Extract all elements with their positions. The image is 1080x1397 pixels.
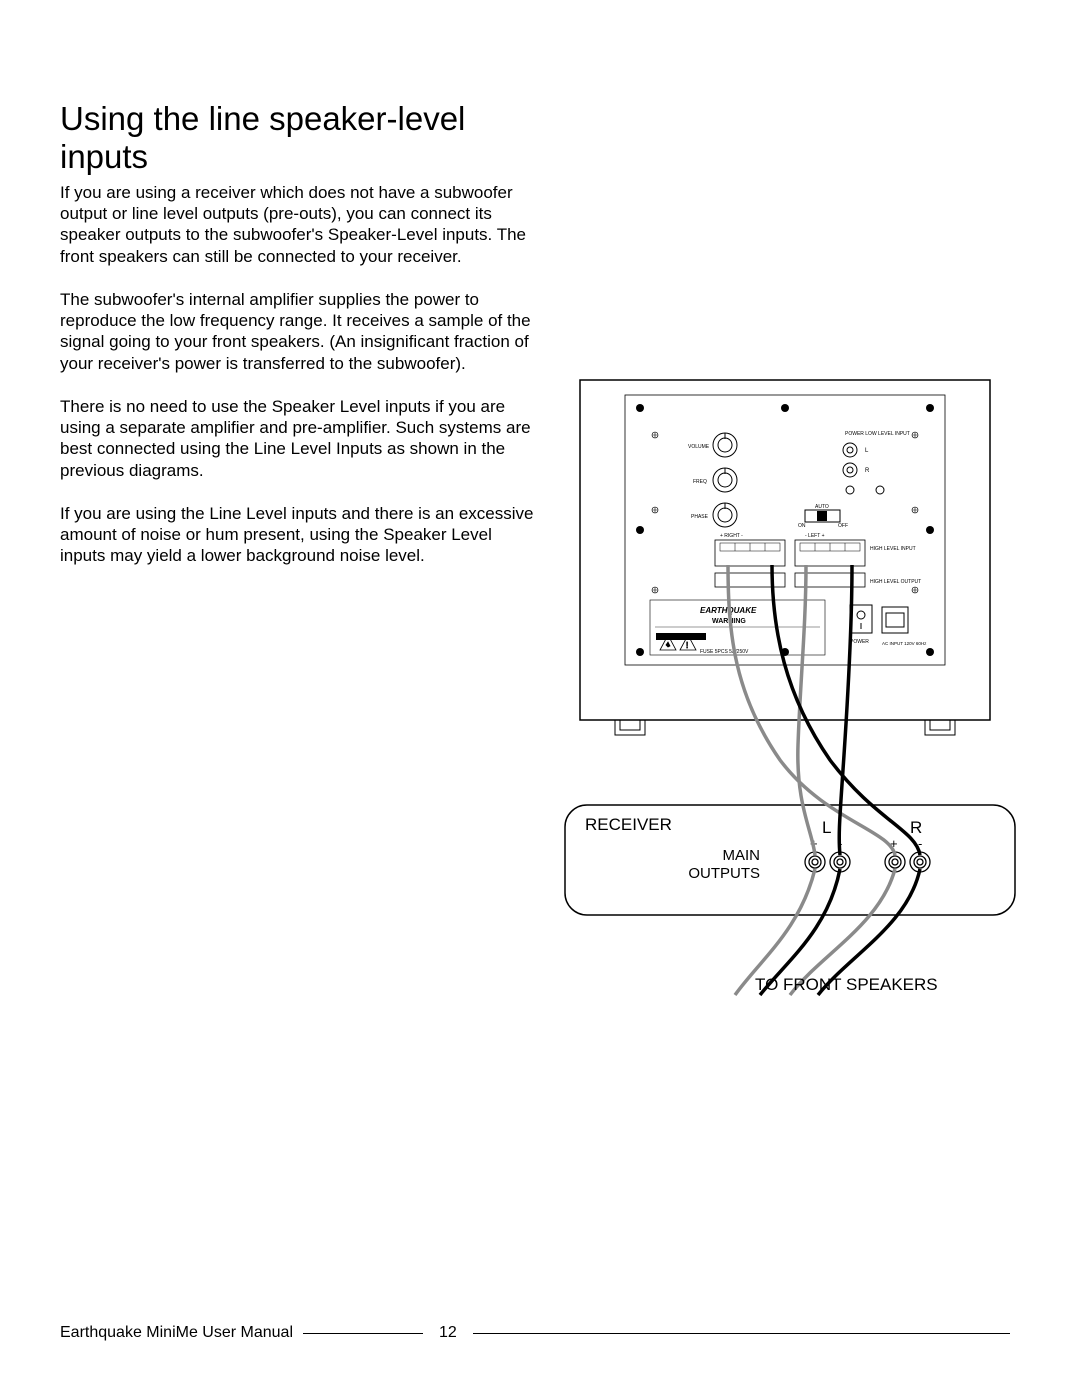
footer-brand: Earthquake MiniMe User Manual xyxy=(60,1324,293,1342)
page-title: Using the line speaker-level inputs xyxy=(60,100,540,176)
svg-text:- LEFT +: - LEFT + xyxy=(805,533,825,539)
svg-text:ON: ON xyxy=(798,523,806,529)
svg-text:TO FRONT SPEAKERS: TO FRONT SPEAKERS xyxy=(755,975,938,994)
svg-text:PHASE: PHASE xyxy=(691,514,709,520)
svg-text:R: R xyxy=(910,818,922,837)
page-number: 12 xyxy=(433,1324,463,1342)
svg-text:L: L xyxy=(822,818,831,837)
svg-text:RECEIVER: RECEIVER xyxy=(585,815,672,834)
svg-text:HIGH LEVEL INPUT: HIGH LEVEL INPUT xyxy=(870,546,916,552)
paragraph: If you are using a receiver which does n… xyxy=(60,182,540,267)
svg-text:!: ! xyxy=(686,641,688,650)
svg-text:HIGH LEVEL OUTPUT: HIGH LEVEL OUTPUT xyxy=(870,579,921,585)
svg-text:POWER: POWER xyxy=(850,639,869,645)
wiring-diagram: VOLUME FREQ PHASE POWER LOW LEVEL INPUT … xyxy=(560,375,1020,1015)
svg-text:L: L xyxy=(865,448,869,454)
paragraph: If you are using the Line Level inputs a… xyxy=(60,503,540,567)
svg-text:AC INPUT 120V 60Hz: AC INPUT 120V 60Hz xyxy=(882,641,927,646)
svg-text:AUTO: AUTO xyxy=(815,504,829,510)
svg-text:VOLUME: VOLUME xyxy=(688,444,710,450)
paragraph: The subwoofer's internal amplifier suppl… xyxy=(60,289,540,374)
paragraph: There is no need to use the Speaker Leve… xyxy=(60,396,540,481)
svg-text:FREQ: FREQ xyxy=(693,479,707,485)
svg-text:FUSE 5PCS 5A/250V: FUSE 5PCS 5A/250V xyxy=(700,649,749,655)
svg-text:OFF: OFF xyxy=(838,523,848,529)
svg-text:R: R xyxy=(865,468,870,474)
page-footer: Earthquake MiniMe User Manual 12 xyxy=(60,1324,1020,1342)
svg-text:MAINOUTPUTS: MAINOUTPUTS xyxy=(688,847,760,882)
svg-text:+ RIGHT -: + RIGHT - xyxy=(720,533,743,539)
svg-text:POWER LOW LEVEL INPUT: POWER LOW LEVEL INPUT xyxy=(845,431,910,437)
